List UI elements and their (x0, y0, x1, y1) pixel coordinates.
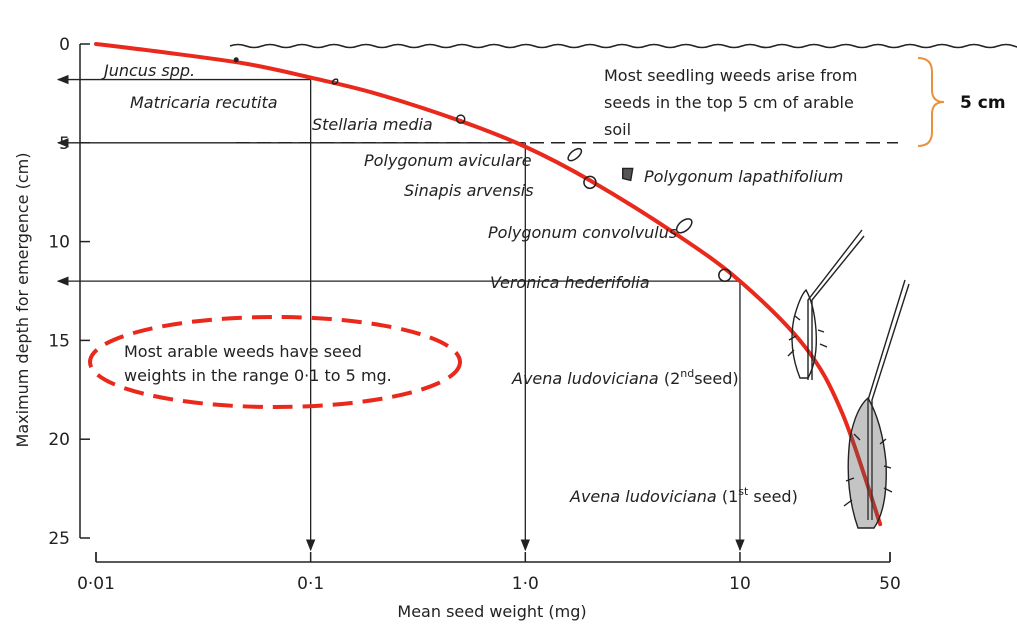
y-tick-label-0: 0 (59, 35, 70, 55)
x-tick-label-4: 50 (879, 574, 901, 594)
avena-2nd-seed-drawing (788, 230, 864, 380)
seed-marker-3 (566, 146, 583, 162)
x-tick-label-2: 1·0 (512, 574, 539, 594)
label-matricaria: Matricaria recutita (130, 93, 278, 112)
y-tick-label-5: 25 (48, 529, 70, 549)
ellipse-note-line-1: Most arable weeds have seed (124, 342, 362, 361)
ellipse-note-line-2: weights in the range 0·1 to 5 mg. (124, 366, 392, 385)
y-tick-label-3: 15 (48, 331, 70, 351)
y-tick-label-2: 10 (48, 233, 70, 253)
label-juncus: Juncus spp. (101, 61, 195, 80)
x-tick-label-1: 0·1 (297, 574, 324, 594)
y-tick-label-1: 5 (59, 134, 70, 154)
seed-marker-4 (623, 168, 633, 180)
x-tick-label-3: 10 (729, 574, 751, 594)
five-cm-bracket (918, 58, 944, 146)
label-sinapis: Sinapis arvensis (404, 181, 534, 200)
label-veronica: Veronica hederifolia (490, 273, 650, 292)
label-polygonum-lapathifolium: Polygonum lapathifolium (644, 167, 843, 186)
label-avena-2nd: Avena ludoviciana (2ndseed) (511, 367, 739, 388)
top-note-line-3: soil (604, 120, 631, 139)
five-cm-bracket-label: 5 cm (960, 93, 1006, 113)
label-polygonum-aviculare: Polygonum aviculare (364, 151, 532, 170)
top-note-line-1: Most seedling weeds arise from (604, 66, 857, 85)
top-note-line-2: seeds in the top 5 cm of arable (604, 93, 854, 112)
label-polygonum-convolvulus: Polygonum convolvulus (488, 223, 677, 242)
seed-weight-range-ellipse (90, 317, 460, 407)
avena-1st-seed-drawing (844, 280, 909, 528)
seed-marker-0 (234, 57, 239, 62)
x-tick-label-0: 0·01 (77, 574, 115, 594)
y-axis-title: Maximum depth for emergence (cm) (13, 153, 32, 448)
emergence-depth-curve (96, 44, 880, 524)
y-tick-label-4: 20 (48, 430, 70, 450)
label-stellaria: Stellaria media (312, 115, 433, 134)
soil-surface-line (230, 45, 1017, 48)
label-avena-1st: Avena ludoviciana (1st seed) (569, 485, 798, 506)
x-axis-title: Mean seed weight (mg) (397, 602, 586, 621)
